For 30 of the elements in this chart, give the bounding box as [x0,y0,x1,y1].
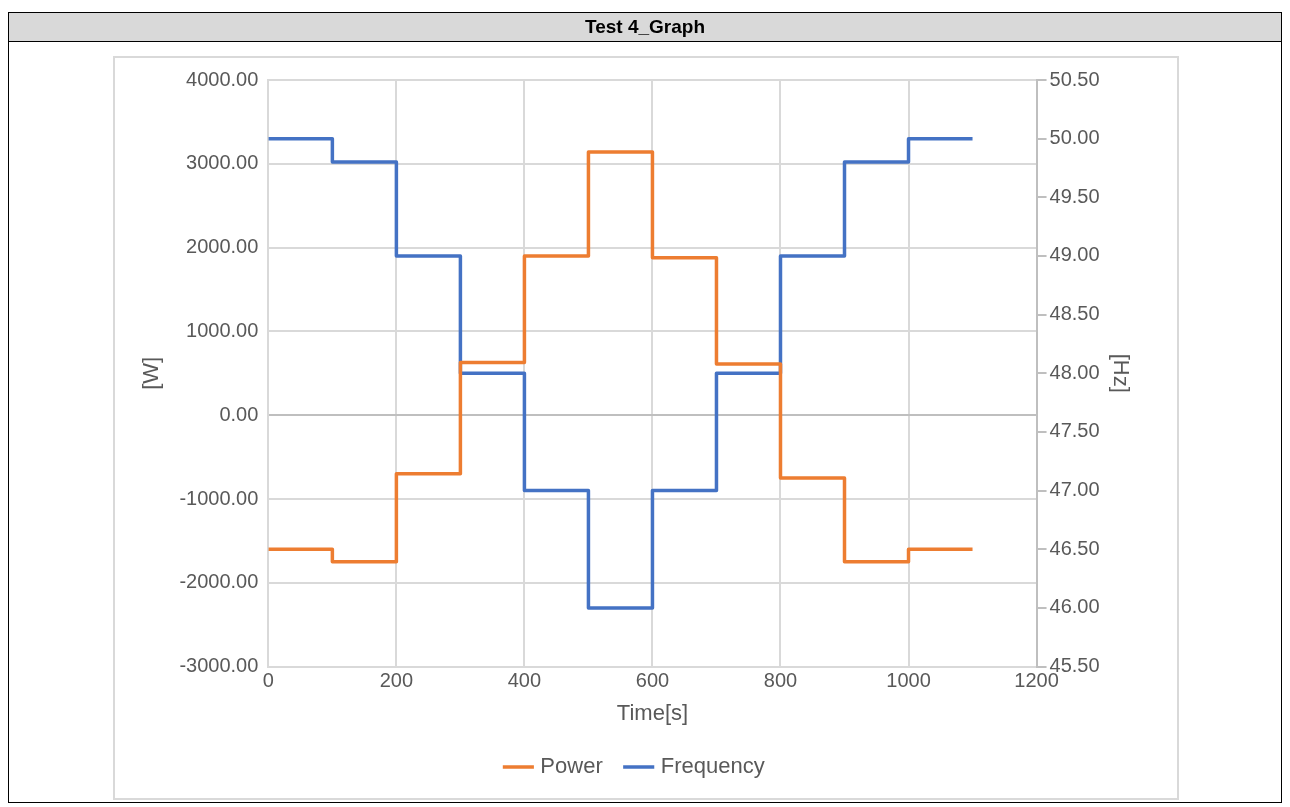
chart-title: Test 4_Graph [9,12,1281,42]
x-tick-label: 0 [262,669,274,692]
y2-tick-label: 47.50 [1049,419,1100,442]
y2-tick-label: 46.00 [1049,595,1100,618]
y-tick-label: 4000.00 [186,67,259,90]
y2-tick-label: 48.00 [1049,360,1100,383]
x-tick-label: 400 [507,669,542,692]
x-tick-label: 800 [763,669,798,692]
y-tick-label: 1000.00 [186,318,259,341]
x-tick-label: 1000 [886,669,931,692]
y2-axis-title: [Hz] [1108,353,1134,393]
x-tick-label: 200 [379,669,414,692]
y-tick-label: 2000.00 [186,235,259,258]
y2-tick-label: 49.00 [1049,243,1100,266]
y-tick-label: 3000.00 [186,151,259,174]
y2-tick-label: 50.50 [1049,67,1100,90]
y2-tick-label: 49.50 [1049,184,1100,207]
y-axis-title: [W] [138,356,164,390]
y2-tick-label: 50.00 [1049,126,1100,149]
legend-label: Power [540,753,603,779]
legend-label: Frequency [660,753,765,779]
y-tick-label: 0.00 [219,402,259,425]
y-tick-label: -2000.00 [179,570,259,593]
y-tick-label: -3000.00 [179,654,259,677]
y2-tick-label: 47.00 [1049,478,1100,501]
y2-tick-label: 46.50 [1049,536,1100,559]
y2-tick-label: 48.50 [1049,302,1100,325]
y-tick-label: -1000.00 [179,486,259,509]
x-tick-label: 600 [635,669,670,692]
x-axis-title: Time[s] [616,699,689,725]
